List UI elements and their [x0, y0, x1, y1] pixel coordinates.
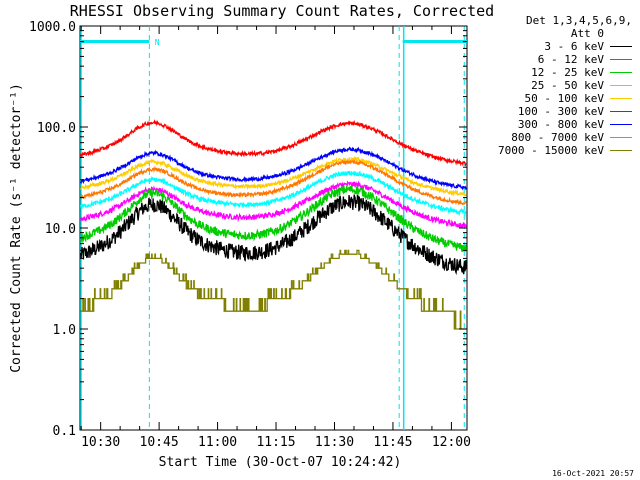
legend-detector-text: Det 1,3,4,5,6,9, [526, 14, 632, 27]
series-line-3 [79, 170, 467, 218]
chart-title: RHESSI Observing Summary Count Rates, Co… [70, 2, 494, 20]
legend-label: 25 - 50 keV [531, 79, 604, 92]
legend-swatch [610, 46, 632, 47]
series-line-4 [80, 155, 467, 197]
legend-detector-text: Att 0 [570, 27, 604, 40]
night-bar [402, 40, 467, 43]
legend-detector-info: Att 0 [571, 27, 604, 40]
legend-label: 3 - 6 keV [544, 40, 604, 53]
series-line-8 [80, 249, 467, 330]
x-tick-label: 10:30 [81, 435, 120, 450]
legend-label: 50 - 100 keV [524, 92, 604, 105]
legend-swatch [610, 98, 632, 99]
night-bar [80, 40, 150, 43]
x-tick-label: 12:00 [432, 435, 471, 450]
legend-entry: 25 - 50 keV [531, 79, 632, 92]
legend-swatch [610, 137, 632, 138]
legend-entry: 800 - 7000 keV [511, 131, 632, 144]
plot-frame [79, 25, 468, 431]
y-axis-label: Corrected Count Rate (s⁻¹ detector⁻¹) [9, 83, 24, 373]
night-markers: N [80, 26, 467, 430]
legend-swatch [610, 111, 632, 112]
legend-swatch [610, 85, 632, 86]
legend-label: 300 - 800 keV [517, 118, 604, 131]
x-tick-label: 11:00 [198, 435, 237, 450]
y-tick-label: 0.1 [53, 424, 76, 439]
legend-label: 6 - 12 keV [537, 53, 604, 66]
x-tick-label: 11:30 [315, 435, 354, 450]
legend-entry: 12 - 25 keV [531, 66, 632, 79]
legend-label: 7000 - 15000 keV [498, 144, 604, 157]
legend-entry: 3 - 6 keV [544, 40, 632, 53]
legend-entry: 6 - 12 keV [538, 53, 632, 66]
x-tick-label: 10:45 [140, 435, 179, 450]
y-tick-label: 10.0 [45, 222, 76, 237]
x-tick-label: 11:45 [373, 435, 412, 450]
y-tick-label: 1000.0 [29, 20, 76, 35]
series-group [79, 119, 468, 330]
series-line-5 [79, 119, 467, 167]
series-line-6 [80, 146, 467, 191]
legend-entry: 7000 - 15000 keV [498, 144, 632, 157]
x-axis-label: Start Time (30-Oct-07 10:24:42) [159, 455, 402, 470]
legend-swatch [610, 150, 632, 151]
y-tick-label: 1.0 [53, 323, 76, 338]
legend-entry: 50 - 100 keV [525, 92, 632, 105]
legend-swatch [610, 72, 632, 73]
series-line-0 [79, 193, 468, 276]
x-axis: 10:30 10:45 11:00 11:15 11:30 11:45 12:00 [80, 26, 471, 450]
legend-label: 800 - 7000 keV [511, 131, 604, 144]
legend-label: 12 - 25 keV [531, 66, 604, 79]
series-line-7 [80, 159, 467, 206]
timestamp: 16-Oct-2021 20:57 [552, 469, 634, 478]
n-marker-label: N [155, 38, 160, 47]
legend-swatch [610, 59, 632, 60]
y-tick-label: 100.0 [37, 121, 76, 136]
y-axis: 0.1 1.0 10.0 100.0 1000.0 [29, 20, 467, 439]
series-line-2 [80, 185, 468, 253]
legend-detector-info: Det 1,3,4,5,6,9, [526, 14, 632, 27]
legend-entry: 100 - 300 keV [518, 105, 632, 118]
x-tick-label: 11:15 [256, 435, 295, 450]
legend-label: 100 - 300 keV [517, 105, 604, 118]
legend-entry: 300 - 800 keV [518, 118, 632, 131]
legend-swatch [610, 124, 632, 125]
